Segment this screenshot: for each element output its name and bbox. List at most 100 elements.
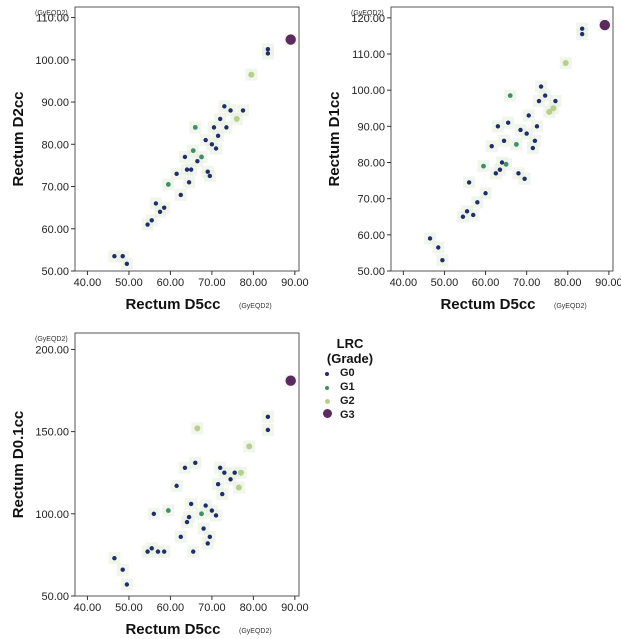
y-axis-title: Rectum D1cc: [326, 91, 343, 186]
y-tick-label: 70.00: [41, 182, 69, 194]
x-tick-label: 70.00: [198, 602, 226, 614]
data-point-g0: [178, 534, 183, 540]
data-point-g0: [191, 549, 196, 554]
y-tick-label: 50.00: [41, 591, 69, 603]
y-axis-unit: (GyEQD2): [35, 10, 68, 17]
data-point-g0: [186, 180, 192, 185]
data-point-g0: [112, 555, 117, 561]
data-point-g0: [483, 191, 488, 196]
data-point-g1: [199, 511, 204, 517]
legend-items: G0 G1 G2 G3: [318, 366, 382, 422]
legend-item-g1: G1: [320, 380, 382, 394]
data-point-g0: [265, 414, 271, 420]
data-point-g2: [562, 60, 569, 67]
data-point-g1: [507, 93, 513, 99]
data-point-g2: [233, 115, 240, 122]
x-tick-label: 80.00: [240, 277, 268, 289]
data-point-g0: [501, 138, 507, 144]
data-point-g0: [536, 98, 542, 104]
x-axis-unit: (GyEQD2): [554, 303, 587, 310]
data-point-g0: [120, 567, 125, 572]
data-point-g0: [436, 245, 441, 250]
data-point-g0: [203, 137, 208, 143]
data-point-g1: [481, 163, 486, 169]
data-point-g0: [499, 160, 505, 165]
data-point-g0: [151, 511, 157, 517]
x-tick-label: 70.00: [198, 277, 226, 289]
x-axis-title: Rectum D5cc: [440, 296, 535, 313]
data-point-g0: [207, 534, 213, 540]
data-point-g0: [184, 519, 190, 525]
data-point-g0: [524, 131, 529, 136]
data-point-g0: [186, 514, 192, 520]
data-point-g0: [145, 222, 150, 227]
data-point-g0: [112, 254, 117, 259]
y-tick-label: 80.00: [357, 158, 385, 170]
x-axis-title: Rectum D5cc: [125, 296, 220, 313]
x-tick-label: 50.00: [115, 602, 143, 614]
legend-item-g2: G2: [320, 394, 382, 408]
legend-label: G3: [340, 409, 355, 421]
data-point-g1: [513, 142, 519, 147]
data-point-g1: [165, 508, 171, 513]
data-point-g0: [466, 180, 472, 185]
data-point-g0: [215, 482, 221, 487]
x-tick-label: 40.00: [390, 277, 418, 289]
chart-1: 40.00 50.00 60.00 70.00 80.00 90.00 50.00 60.00…: [10, 6, 309, 313]
y-tick-label: 90.00: [357, 121, 385, 133]
legend-item-g3: G3: [320, 408, 382, 422]
legend-item-g0: G0: [320, 366, 382, 380]
data-point-g2: [246, 443, 253, 450]
legend-title-line2: (Grade): [326, 351, 374, 366]
data-point-g0: [182, 154, 188, 160]
data-point-g0: [161, 549, 167, 554]
data-point-g0: [213, 146, 219, 151]
y-tick-label: 60.00: [41, 224, 69, 236]
y-tick-label: 120.00: [351, 13, 385, 25]
data-point-g0: [538, 84, 544, 89]
data-point-g0: [209, 142, 215, 147]
chart-3: 40.00 50.00 60.00 70.00 80.00 90.00 50.00 100.0…: [10, 332, 309, 638]
data-point-g0: [464, 209, 470, 214]
x-tick-label: 60.00: [157, 277, 185, 289]
x-tick-label: 80.00: [554, 277, 582, 289]
data-point-g0: [493, 171, 499, 176]
legend-marker: [320, 367, 334, 379]
data-point-g0: [215, 133, 221, 139]
legend-label: G0: [340, 367, 355, 379]
data-point-g2: [235, 484, 242, 491]
data-point-g0: [579, 31, 585, 37]
data-point-g0: [217, 465, 223, 470]
x-tick-label: 40.00: [74, 602, 102, 614]
data-point-g0: [157, 209, 163, 215]
data-point-g0: [532, 138, 538, 144]
data-point-g0: [188, 501, 194, 507]
data-point-g0: [174, 483, 179, 489]
data-point-g0: [232, 470, 237, 475]
data-point-g1: [190, 148, 196, 154]
y-tick-label: 150.00: [35, 427, 69, 439]
data-point-g0: [471, 212, 476, 218]
y-tick-label: 50.00: [41, 266, 69, 278]
x-tick-label: 40.00: [74, 277, 102, 289]
data-point-g0: [579, 26, 585, 31]
data-point-g2: [194, 425, 201, 432]
data-point-g0: [217, 116, 223, 122]
data-point-g0: [534, 124, 540, 129]
data-point-g0: [182, 465, 188, 470]
data-point-g0: [124, 582, 130, 587]
data-point-g0: [495, 124, 501, 129]
data-point-g0: [497, 167, 503, 172]
legend-label: G1: [340, 381, 355, 393]
y-tick-label: 80.00: [41, 139, 69, 151]
data-point-g0: [145, 549, 150, 554]
y-tick-label: 110.00: [352, 49, 385, 61]
chart-2: 40.00 50.00 60.00 70.00 80.00 90.00 50.00 60.00…: [326, 6, 621, 313]
y-axis-unit: (GyEQD2): [351, 10, 384, 17]
data-point-g1: [192, 124, 198, 130]
data-point-g2: [550, 105, 557, 112]
legend: LRC (Grade) G0 G1 G2 G3: [318, 336, 382, 422]
y-tick-label: 100.00: [351, 85, 385, 97]
x-tick-label: 90.00: [595, 277, 621, 289]
